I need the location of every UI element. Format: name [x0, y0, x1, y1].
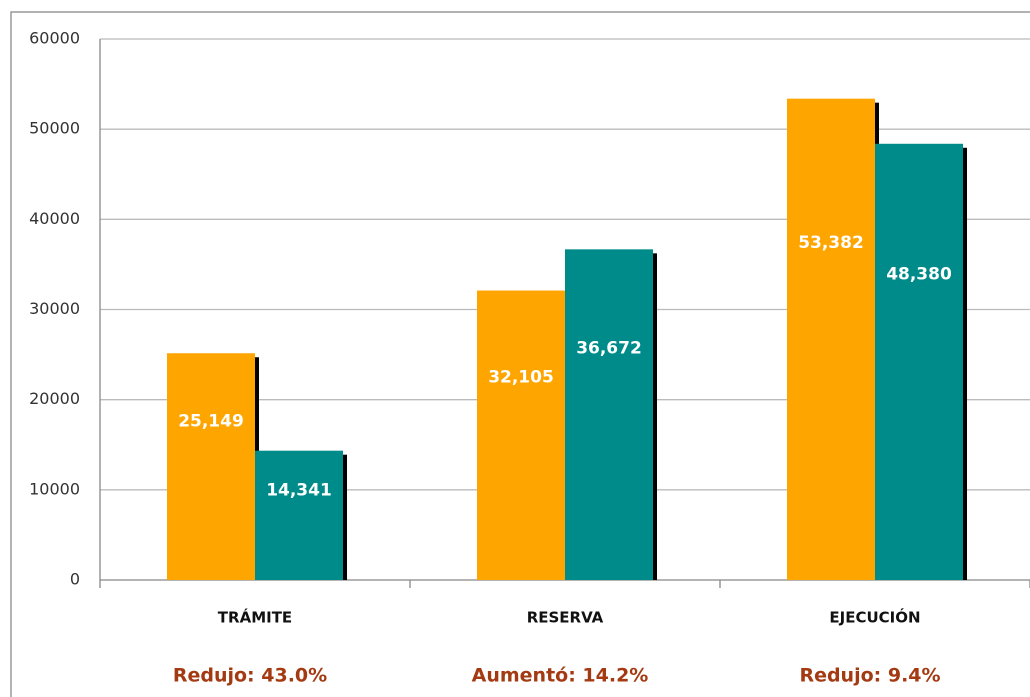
annotation: Redujo: 43.0% [173, 665, 327, 687]
value-label: 25,149 [178, 411, 244, 431]
value-label: 48,380 [886, 265, 952, 285]
bar [875, 143, 963, 580]
bar [255, 450, 343, 580]
y-tick-label: 20000 [29, 389, 80, 408]
value-label: 32,105 [488, 367, 554, 387]
y-tick-label: 60000 [29, 29, 80, 48]
chart-border [10, 11, 1030, 697]
bar [477, 290, 565, 580]
x-tick-label: TRÁMITE [218, 608, 292, 627]
x-tick-label: EJECUCIÓN [829, 608, 920, 627]
y-tick-label: 50000 [29, 119, 80, 138]
annotation: Redujo: 9.4% [799, 665, 940, 687]
y-tick-label: 40000 [29, 209, 80, 228]
value-label: 36,672 [576, 339, 642, 359]
bar [565, 249, 653, 580]
bar [787, 98, 875, 580]
annotation: Aumentó: 14.2% [472, 665, 649, 687]
y-tick-label: 0 [70, 570, 80, 589]
value-label: 53,382 [798, 233, 864, 253]
value-label: 14,341 [266, 481, 332, 501]
bar [167, 353, 255, 580]
y-tick-label: 30000 [29, 299, 80, 318]
x-tick-label: RESERVA [527, 609, 604, 627]
y-tick-label: 10000 [29, 479, 80, 498]
